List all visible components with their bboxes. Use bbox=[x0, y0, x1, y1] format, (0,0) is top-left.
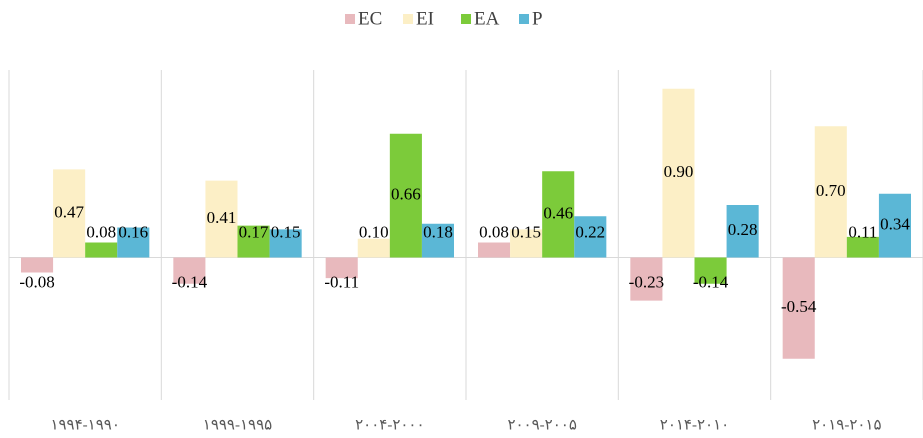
data-label: 0.66 bbox=[391, 185, 421, 204]
legend-label: EA bbox=[474, 8, 500, 29]
data-label: 0.18 bbox=[423, 222, 453, 241]
bar bbox=[325, 257, 358, 279]
data-label: -0.11 bbox=[324, 272, 359, 291]
data-label: 0.08 bbox=[479, 222, 509, 241]
data-label: -0.08 bbox=[19, 272, 54, 291]
bar bbox=[21, 257, 54, 273]
x-tick-label: ۱۹۹۴-۱۹۹۰ bbox=[50, 417, 119, 433]
legend-label: P bbox=[532, 8, 543, 29]
bar bbox=[205, 180, 238, 258]
data-label: 0.16 bbox=[118, 222, 148, 241]
data-label: 0.11 bbox=[848, 222, 877, 241]
legend-swatch bbox=[461, 14, 471, 24]
x-tick-label: ۲۰۰۹-۲۰۰۵ bbox=[507, 417, 576, 433]
x-tick-label: ۱۹۹۹-۱۹۹۵ bbox=[203, 417, 272, 433]
x-tick-label: ۲۰۱۹-۲۰۱۵ bbox=[812, 417, 881, 433]
legend-label: EC bbox=[358, 8, 382, 29]
bar bbox=[630, 257, 663, 301]
bar bbox=[478, 242, 511, 258]
legend-swatch bbox=[345, 14, 355, 24]
data-label: 0.34 bbox=[880, 215, 910, 234]
bar bbox=[542, 171, 575, 258]
bar bbox=[846, 236, 879, 258]
data-label: -0.14 bbox=[693, 272, 729, 291]
bar bbox=[85, 242, 118, 258]
bar bbox=[421, 223, 454, 258]
bar bbox=[237, 225, 270, 258]
data-label: 0.22 bbox=[575, 222, 605, 241]
data-label: 0.46 bbox=[543, 203, 573, 222]
data-label: -0.23 bbox=[629, 272, 664, 291]
x-tick-label: ۲۰۱۴-۲۰۱۰ bbox=[660, 417, 729, 433]
bar bbox=[726, 205, 759, 258]
data-label: 0.90 bbox=[664, 162, 694, 181]
data-label: 0.10 bbox=[359, 222, 389, 241]
bar bbox=[117, 227, 150, 258]
bar bbox=[173, 257, 206, 284]
bar bbox=[389, 133, 422, 258]
data-label: 0.15 bbox=[511, 222, 541, 241]
legend-swatch bbox=[403, 14, 413, 24]
data-label: 0.28 bbox=[728, 220, 758, 239]
bar bbox=[814, 126, 847, 258]
bar bbox=[357, 238, 390, 258]
bar bbox=[53, 169, 86, 258]
data-label: 0.41 bbox=[207, 208, 237, 227]
bar bbox=[694, 257, 727, 284]
data-label: 0.17 bbox=[239, 222, 269, 241]
bar bbox=[574, 216, 607, 258]
bar bbox=[269, 229, 302, 258]
data-label: 0.08 bbox=[86, 222, 116, 241]
bar bbox=[510, 229, 543, 258]
bar bbox=[662, 88, 695, 258]
legend-label: EI bbox=[416, 8, 434, 29]
data-label: 0.70 bbox=[816, 181, 846, 200]
data-label: 0.15 bbox=[271, 222, 301, 241]
data-label: -0.14 bbox=[172, 272, 208, 291]
data-label: 0.47 bbox=[54, 202, 84, 221]
legend-swatch bbox=[519, 14, 529, 24]
data-label: -0.54 bbox=[781, 297, 817, 316]
x-tick-label: ۲۰۰۴-۲۰۰۰ bbox=[355, 417, 424, 433]
bar bbox=[878, 193, 911, 258]
bar bbox=[782, 257, 815, 359]
